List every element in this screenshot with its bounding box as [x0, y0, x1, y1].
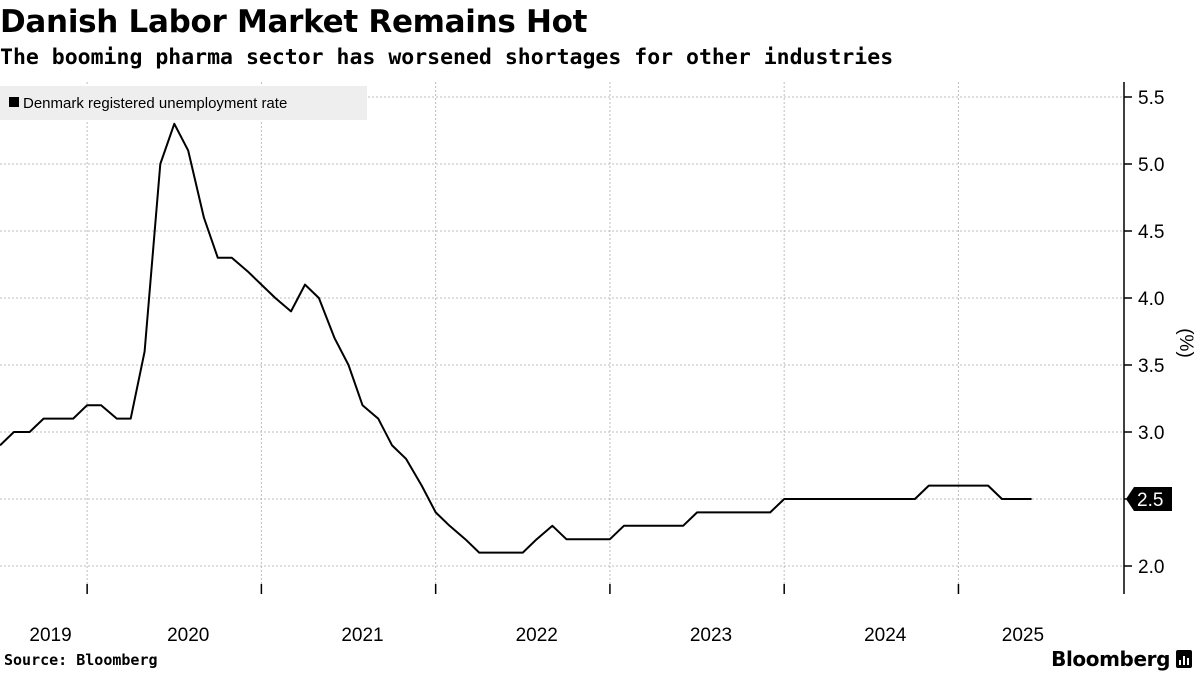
horizontal-gridlines — [0, 96, 1124, 567]
y-tick-label: 2.0 — [1138, 557, 1164, 578]
x-tick-label: 2023 — [690, 625, 732, 646]
y-tick-label: 3.5 — [1138, 356, 1164, 377]
y-axis-label: (%) — [1175, 328, 1196, 358]
x-tick-label: 2022 — [516, 625, 558, 646]
legend: Denmark registered unemployment rate — [0, 86, 367, 120]
x-axis: 2019 2020 2021 2022 2023 2024 2025 — [29, 625, 1044, 646]
legend-swatch — [9, 97, 19, 107]
brand-name: Bloomberg — [1051, 647, 1170, 671]
y-tick-label: 4.0 — [1138, 289, 1164, 310]
x-tick-label: 2020 — [167, 625, 209, 646]
brand-logo: Bloomberg — [1051, 647, 1192, 671]
source-note: Source: Bloomberg — [4, 651, 158, 669]
last-value-label-background — [1126, 487, 1172, 511]
last-value-label: 2.5 — [1126, 487, 1172, 511]
y-tick-label: 5.0 — [1138, 155, 1164, 176]
x-tick-label: 2021 — [341, 625, 383, 646]
x-tick-label: 2019 — [29, 625, 71, 646]
vertical-gridlines — [86, 82, 960, 594]
chart-subtitle: The booming pharma sector has worsened s… — [0, 45, 894, 70]
y-tick-label: 4.5 — [1138, 222, 1164, 243]
y-tick-label: 5.5 — [1138, 88, 1164, 109]
last-value-label-text: 2.5 — [1137, 490, 1163, 511]
y-tick-label: 3.0 — [1138, 423, 1164, 444]
series-line-unemployment — [0, 122, 1032, 554]
x-tick-label: 2024 — [864, 625, 907, 646]
bloomberg-terminal-icon — [1176, 650, 1192, 668]
x-tick-label: 2025 — [1002, 625, 1044, 646]
legend-entry: Denmark registered unemployment rate — [23, 95, 287, 112]
legend-background — [0, 86, 367, 120]
y-axis: 2.0 2.5 3.0 3.5 4.0 4.5 5.0 5.5 — [1123, 82, 1164, 594]
chart-title: Danish Labor Market Remains Hot — [0, 4, 588, 40]
